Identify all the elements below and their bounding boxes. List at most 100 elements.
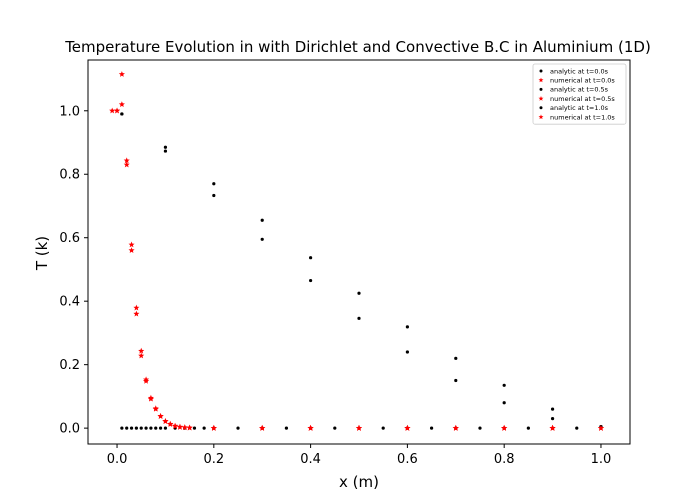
- data-point-star: [210, 424, 217, 431]
- y-tick-label: 1.0: [59, 104, 80, 119]
- data-point-dot: [129, 426, 134, 430]
- data-point-star: [162, 418, 169, 425]
- data-point-star: [452, 424, 459, 431]
- data-point-star: [123, 161, 130, 168]
- chart-title: Temperature Evolution in with Dirichlet …: [64, 38, 651, 56]
- data-point-dot: [405, 325, 409, 329]
- data-point-star: [404, 424, 411, 431]
- data-point-dot: [163, 145, 168, 149]
- legend-marker: [538, 96, 544, 101]
- legend-marker: [539, 106, 543, 110]
- x-tick-label: 0.6: [397, 452, 418, 467]
- x-tick-label: 0.8: [494, 452, 515, 467]
- legend: analytic at t=0.0s numerical at t=0.0sana…: [532, 63, 627, 125]
- data-point-dot: [154, 426, 158, 430]
- data-point-dot: [284, 426, 289, 430]
- data-point-dot: [550, 417, 555, 421]
- data-point-star: [123, 157, 130, 164]
- legend-label: analytic at t=0.5s: [550, 86, 609, 94]
- data-point-dot: [260, 237, 264, 241]
- data-point-star: [176, 423, 183, 430]
- legend-marker: [539, 69, 543, 73]
- data-point-star: [147, 395, 154, 402]
- axes-layer: 0.0 0.2 0.4 0.6 0.8 1.0 0.0 0.2 0.4 0.6 0.8 1.0: [59, 59, 631, 467]
- data-point-dot: [429, 426, 434, 430]
- legend-marker: [539, 87, 543, 91]
- y-tick-label: 0.6: [59, 231, 80, 246]
- data-point-dot: [192, 426, 197, 430]
- legend-marker: [538, 114, 544, 120]
- x-tick-label: 1.0: [591, 452, 612, 467]
- legend-marker: [538, 77, 544, 83]
- data-point-dot: [309, 278, 313, 283]
- data-point-star: [133, 310, 140, 317]
- x-tick-label: 0.2: [203, 452, 224, 467]
- data-point-dot: [212, 193, 216, 198]
- y-tick-label: 0.8: [59, 168, 80, 183]
- plot-frame: [87, 59, 631, 445]
- data-point-dot: [357, 316, 361, 320]
- data-point-star: [355, 424, 363, 431]
- data-point-dot: [357, 291, 361, 295]
- data-point-dot: [139, 426, 143, 430]
- data-point-dot: [260, 218, 264, 222]
- data-point-dot: [454, 356, 458, 360]
- legend-label: numerical at t=0.0s: [550, 77, 615, 85]
- series-5: [210, 424, 605, 431]
- data-point-dot: [478, 426, 482, 430]
- data-point-dot: [333, 426, 337, 430]
- data-point-dot: [550, 407, 555, 411]
- data-point-star: [549, 424, 556, 431]
- data-point-dot: [120, 426, 124, 430]
- data-point-dot: [163, 149, 168, 153]
- legend-label: analytic at t=0.0s: [550, 67, 609, 75]
- data-point-star: [501, 424, 508, 431]
- data-point-dot: [202, 426, 206, 430]
- data-point-dot: [309, 256, 313, 260]
- data-point-dot: [134, 426, 138, 430]
- data-point-star: [109, 107, 116, 114]
- data-point-dot: [236, 426, 240, 430]
- data-point-dot: [381, 426, 385, 430]
- data-point-star: [133, 304, 140, 311]
- data-point-dot: [212, 182, 216, 186]
- data-point-dot: [158, 426, 163, 430]
- data-point-dot: [502, 383, 506, 387]
- data-point-star: [143, 377, 150, 384]
- y-axis-label: T (k): [33, 236, 51, 271]
- y-tick-label: 0.4: [59, 295, 80, 310]
- x-tick-label: 0.4: [300, 452, 321, 467]
- data-point-star: [128, 247, 135, 253]
- data-point-star: [172, 423, 179, 429]
- data-point-star: [157, 413, 164, 419]
- data-point-star: [118, 101, 125, 108]
- y-tick-label: 0.2: [59, 358, 80, 373]
- data-point-star: [167, 421, 174, 427]
- data-point-dot: [454, 378, 458, 383]
- data-point-dot: [149, 426, 153, 430]
- legend-label: numerical at t=1.0s: [550, 113, 615, 121]
- data-point-dot: [125, 426, 129, 430]
- data-point-star: [128, 241, 135, 248]
- x-axis-label: x (m): [339, 473, 379, 491]
- data-point-dot: [502, 401, 506, 405]
- data-point-dot: [526, 426, 530, 430]
- data-point-dot: [163, 426, 168, 430]
- legend-box: [532, 63, 627, 125]
- data-point-star: [597, 424, 605, 431]
- data-point-star: [118, 71, 125, 77]
- data-point-star: [138, 347, 145, 354]
- data-point-dot: [120, 112, 124, 116]
- data-point-star: [259, 424, 266, 431]
- data-point-dot: [144, 426, 148, 430]
- x-tick-label: 0.0: [107, 452, 128, 467]
- data-point-star: [113, 107, 121, 114]
- y-tick-label: 0.0: [59, 422, 80, 437]
- data-point-star: [152, 405, 159, 412]
- data-point-star: [307, 424, 314, 431]
- data-point-dot: [575, 426, 579, 430]
- data-point-star: [186, 424, 193, 431]
- legend-label: numerical at t=0.5s: [550, 95, 615, 103]
